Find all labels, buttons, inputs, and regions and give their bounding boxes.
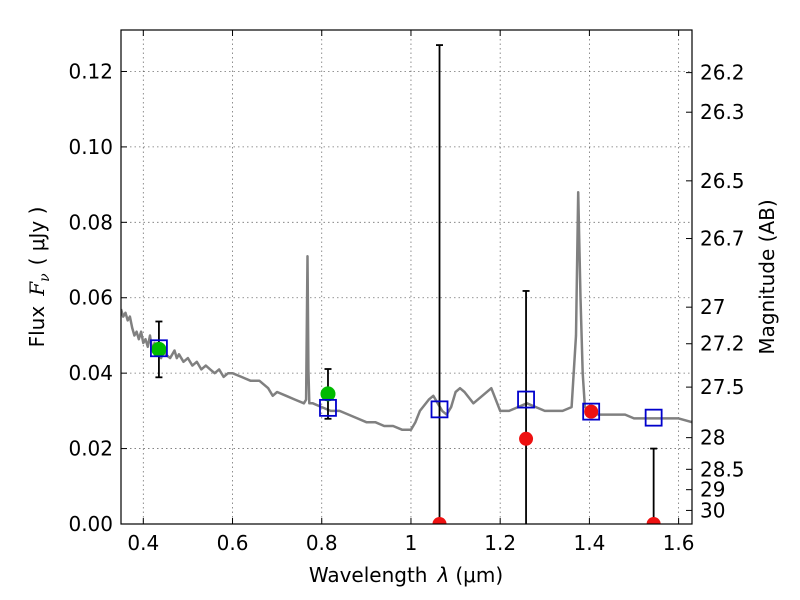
mag-tick-label: 26.7 [700, 227, 745, 251]
undetected-point-marker [646, 517, 661, 524]
x-tick-label: 1.2 [484, 531, 516, 555]
y2-axis-title: Magnitude (AB) [755, 199, 779, 354]
y-tick-label: 0.12 [68, 59, 113, 83]
x-tick-label: 1.4 [573, 531, 605, 555]
y-axis-title: FluxFν( μJy ) [25, 207, 53, 348]
axes-ticks: 0.4 0.6 0.8 1 1.2 1.4 1.6 0.00 0.02 0.04 0.06 0.08 0… [68, 30, 745, 555]
y-tick-label: 0.04 [68, 361, 113, 385]
mag-tick-label: 26.5 [700, 169, 745, 193]
x-axis-title: Wavelength λ (μm) [309, 563, 503, 587]
model-square-marker [430, 400, 449, 419]
y-tick-label: 0.10 [68, 135, 113, 159]
x-tick-label: 1.6 [663, 531, 695, 555]
y-tick-label: 0.06 [68, 286, 113, 310]
mag-tick-label: 26.3 [700, 100, 745, 124]
x-tick-label: 0.8 [306, 531, 338, 555]
x-tick-label: 0.6 [217, 531, 249, 555]
x-tick-label: 1 [405, 531, 418, 555]
detected-point-marker [151, 341, 167, 357]
y-tick-label: 0.02 [68, 437, 113, 461]
mag-tick-label: 29 [700, 478, 725, 502]
mag-tick-label: 28.5 [700, 457, 745, 481]
plot-frame [120, 29, 693, 525]
undetected-point-marker [584, 404, 599, 419]
model-square-marker [150, 339, 168, 358]
model-square-marker [319, 398, 337, 417]
model-square-marker [582, 402, 601, 421]
undetected-point-marker [432, 517, 447, 524]
plot-area [121, 44, 692, 524]
mag-tick-label: 27 [700, 295, 725, 319]
y-tick-label: 0.00 [68, 512, 113, 536]
y-tick-label: 0.08 [68, 210, 113, 234]
mag-tick-label: 27.2 [700, 332, 745, 356]
mag-tick-label: 27.5 [700, 375, 745, 399]
mag-tick-label: 28 [700, 426, 725, 450]
model-square-marker [644, 408, 663, 427]
mag-tick-label: 30 [700, 498, 725, 522]
model-square-marker [517, 390, 535, 409]
detected-point-marker [320, 386, 336, 402]
mag-tick-label: 26.2 [700, 61, 745, 85]
x-tick-label: 0.4 [127, 531, 159, 555]
undetected-point-marker [519, 431, 534, 446]
